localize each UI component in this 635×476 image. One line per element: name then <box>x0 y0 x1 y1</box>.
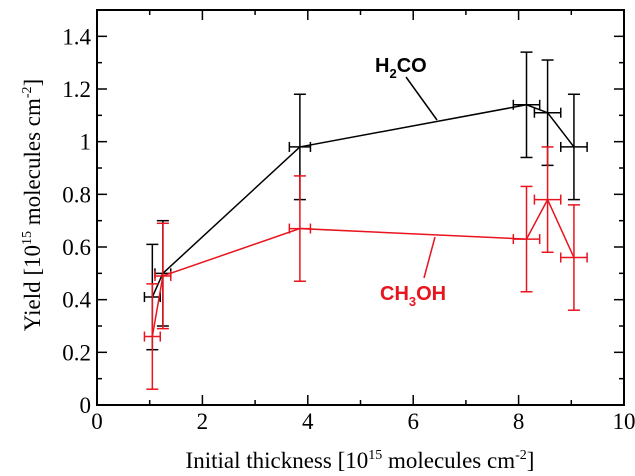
data-point <box>143 283 161 390</box>
data-point <box>560 204 588 311</box>
data-point <box>512 51 541 159</box>
y-tick-label: 0.8 <box>62 182 91 207</box>
y-tick-label: 0.6 <box>62 235 91 260</box>
series-ch3oh <box>143 146 588 390</box>
data-point <box>560 93 588 201</box>
data-point <box>154 222 172 330</box>
data-point <box>533 146 562 254</box>
y-tick-label: 0.4 <box>62 288 91 313</box>
series-line <box>151 104 575 298</box>
x-tick-label: 2 <box>197 409 209 434</box>
data-point <box>288 175 312 282</box>
ch3oh-pointer-line <box>423 236 436 279</box>
series-layer <box>143 51 588 390</box>
series-h2co <box>143 51 588 351</box>
data-point <box>512 185 541 293</box>
x-tick-label: 4 <box>302 409 314 434</box>
x-tick-label: 6 <box>407 409 419 434</box>
x-tick-label: 8 <box>513 409 525 434</box>
h2co-pointer-line <box>405 76 438 121</box>
x-tick-label: 0 <box>91 409 103 434</box>
ch3oh-label: CH3OH <box>380 283 446 309</box>
y-tick-label: 0 <box>80 393 92 418</box>
y-tick-label: 0.2 <box>62 340 91 365</box>
x-axis-title: Initial thickness [1015 molecules cm-2] <box>186 448 535 473</box>
y-axis-title: Yield [1015 molecules cm-2] <box>20 79 45 331</box>
y-tick-label: 1.2 <box>62 77 91 102</box>
x-tick-label: 10 <box>613 409 635 434</box>
ticks-layer: 0 2 4 6 8 10 0 0.2 0.4 0.6 0.8 1 1.2 1.4 <box>62 9 635 434</box>
y-tick-label: 1 <box>80 130 92 155</box>
h2co-label: H2CO <box>375 55 427 81</box>
series-line <box>151 197 575 337</box>
plot-frame <box>96 9 625 406</box>
y-tick-label: 1.4 <box>62 24 91 49</box>
